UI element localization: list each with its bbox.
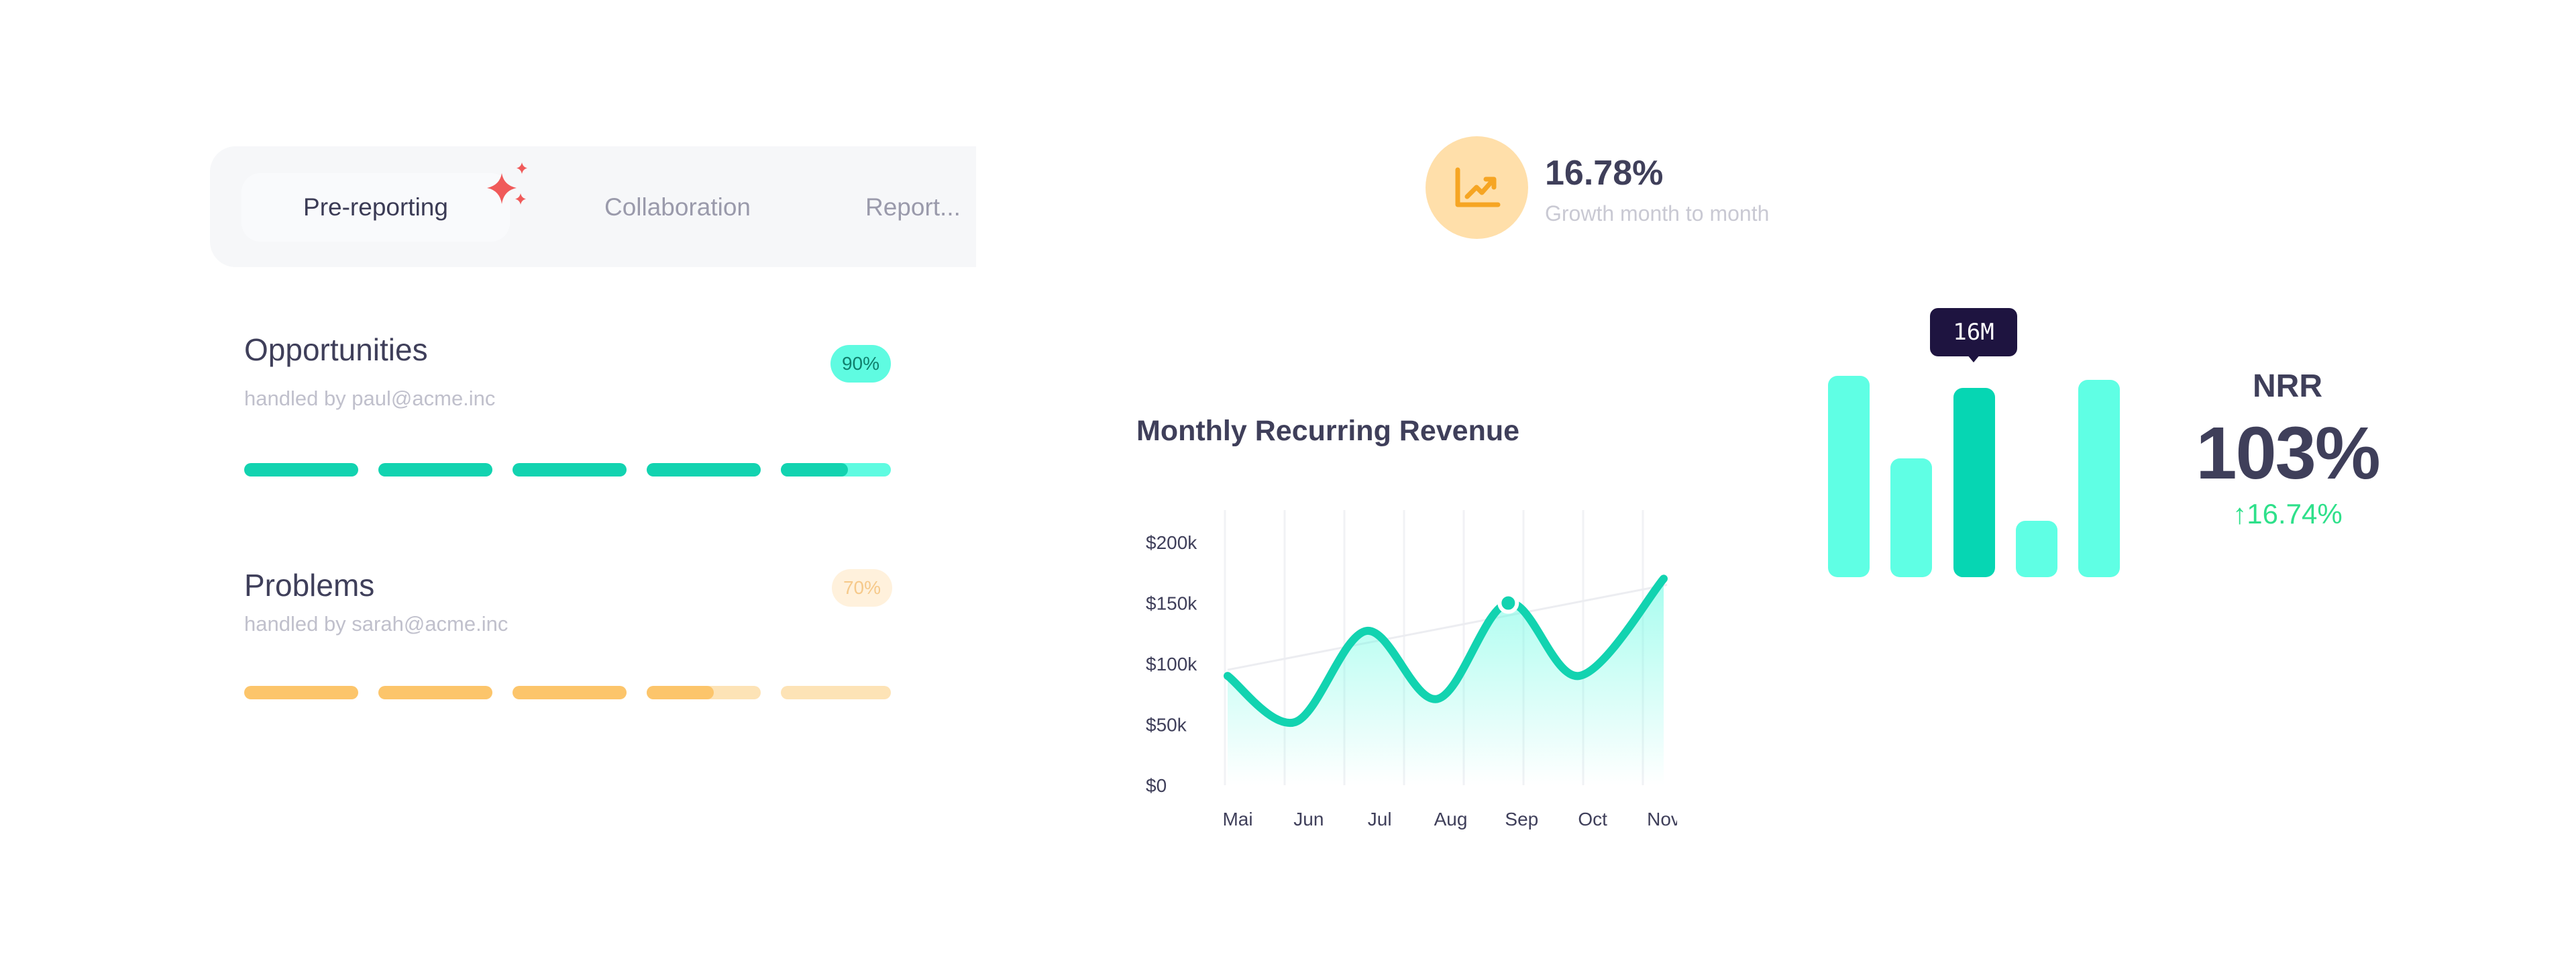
y-tick-label: $100k bbox=[1146, 654, 1197, 674]
nrr-tooltip-pointer bbox=[1967, 354, 1980, 362]
y-tick-label: $50k bbox=[1146, 715, 1187, 736]
growth-label: Growth month to month bbox=[1545, 201, 1770, 225]
nrr-bar[interactable] bbox=[2078, 380, 2120, 577]
problems-progress bbox=[244, 686, 891, 699]
opportunities-owner: handled by paul@acme.inc bbox=[244, 387, 496, 410]
x-tick-label: Jul bbox=[1368, 809, 1392, 830]
y-tick-label: $200k bbox=[1146, 532, 1197, 553]
tab-pre-reporting[interactable]: Pre-reporting bbox=[241, 173, 510, 242]
opportunities-progress bbox=[244, 463, 891, 476]
mrr-area-fill bbox=[1228, 579, 1664, 785]
nrr-bar[interactable] bbox=[2016, 521, 2057, 577]
x-tick-label: Jun bbox=[1293, 809, 1324, 830]
nrr-bar[interactable] bbox=[1890, 458, 1932, 577]
opportunities-percent-badge: 90% bbox=[830, 345, 891, 383]
y-tick-label: $150k bbox=[1146, 593, 1197, 614]
x-tick-label: Nov bbox=[1647, 809, 1677, 830]
x-tick-label: Oct bbox=[1578, 809, 1607, 830]
problems-percent-badge: 70% bbox=[832, 569, 892, 607]
mrr-chart-title: Monthly Recurring Revenue bbox=[1136, 415, 1520, 447]
problems-owner: handled by sarah@acme.inc bbox=[244, 612, 508, 636]
nrr-label: NRR bbox=[2253, 368, 2322, 404]
growth-value: 16.78% bbox=[1545, 154, 1664, 193]
opportunities-title: Opportunities bbox=[244, 332, 428, 367]
nrr-bar[interactable] bbox=[1953, 388, 1995, 577]
nrr-change: ↑16.74% bbox=[2233, 498, 2343, 530]
mrr-series-line bbox=[1224, 574, 1668, 728]
mrr-highlight-point[interactable] bbox=[1497, 592, 1519, 614]
sparkle-icon bbox=[487, 162, 527, 205]
nrr-bar[interactable] bbox=[1828, 376, 1870, 577]
trend-line bbox=[1227, 583, 1668, 671]
x-tick-label: Aug bbox=[1434, 809, 1468, 830]
tab-reporting[interactable]: Report... bbox=[865, 193, 961, 221]
x-tick-label: Sep bbox=[1505, 809, 1538, 830]
nrr-tooltip: 16M bbox=[1930, 308, 2017, 356]
mrr-line-chart: $0 $50k $100k $150k $200k Mai Jun Jul Aug Sep Oct N… bbox=[1146, 510, 1677, 830]
x-tick-label: Mai bbox=[1222, 809, 1252, 830]
y-tick-label: $0 bbox=[1146, 775, 1167, 796]
problems-title: Problems bbox=[244, 568, 375, 603]
nrr-value: 103% bbox=[2196, 412, 2380, 495]
nrr-bar-chart bbox=[1828, 376, 2120, 577]
chart-trend-up-icon bbox=[1455, 167, 1500, 207]
tab-collaboration[interactable]: Collaboration bbox=[604, 193, 751, 221]
growth-icon-circle bbox=[1426, 136, 1528, 239]
